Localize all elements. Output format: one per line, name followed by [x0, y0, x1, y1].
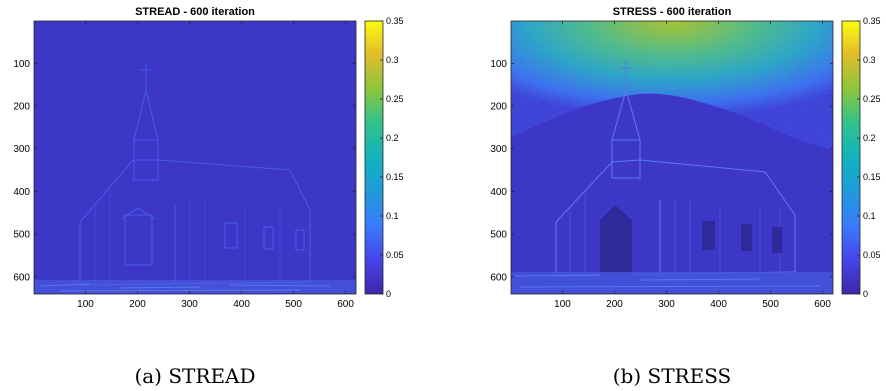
x-tick-label: 100: [554, 299, 571, 310]
y-tick-label: 300: [490, 144, 507, 155]
panel-b-image: [511, 21, 833, 294]
x-tick-label: 200: [606, 299, 623, 310]
y-tick-label: 100: [490, 59, 507, 70]
colorbar-tick-label: 0.35: [863, 16, 881, 26]
panel-b-title: STRESS - 600 iteration: [613, 6, 732, 18]
colorbar-tick-label: 0.15: [386, 172, 404, 182]
x-tick-label: 300: [658, 299, 675, 310]
panel-a-caption: (a) STREAD: [134, 364, 255, 388]
panel-b-colorbar-ticks: 0 0.05 0.1 0.15 0.2 0.25 0.3 0.35: [857, 16, 881, 299]
x-tick-label: 400: [233, 299, 250, 310]
panel-b-colorbar: 0 0.05 0.1 0.15 0.2 0.25 0.3 0.35: [841, 16, 881, 299]
y-tick-label: 400: [490, 187, 507, 198]
panel-a-image: [34, 21, 356, 294]
colorbar-tick-label: 0.2: [386, 133, 399, 143]
colorbar-tick-label: 0.3: [863, 55, 876, 65]
x-tick-label: 500: [285, 299, 302, 310]
y-tick-label: 400: [13, 187, 30, 198]
panel-b: STRESS - 600 iteration: [490, 6, 880, 388]
colorbar-tick-label: 0.25: [863, 94, 881, 104]
x-tick-label: 600: [337, 299, 354, 310]
panel-b-axes: 100 200 300 400 500 600 100 200 300 400 500 600: [490, 21, 833, 310]
x-tick-label: 600: [814, 299, 831, 310]
colorbar-tick-label: 0.05: [863, 250, 881, 260]
colorbar-tick-label: 0: [386, 289, 391, 299]
colorbar-tick-label: 0: [863, 289, 868, 299]
y-tick-label: 500: [490, 230, 507, 241]
y-tick-label: 200: [13, 102, 30, 113]
panel-a: STREAD - 600 iteration: [13, 6, 403, 388]
y-tick-label: 500: [13, 230, 30, 241]
x-tick-label: 500: [762, 299, 779, 310]
colorbar-tick-label: 0.15: [863, 172, 881, 182]
y-tick-label: 600: [13, 272, 30, 283]
colorbar-tick-label: 0.1: [863, 211, 876, 221]
panel-a-colorbar-ticks: 0 0.05 0.1 0.15 0.2 0.25 0.3 0.35: [380, 16, 404, 299]
panel-a-colorbar: 0 0.05 0.1 0.15 0.2 0.25 0.3 0.35: [364, 16, 404, 299]
x-tick-label: 300: [181, 299, 198, 310]
colorbar-tick-label: 0.1: [386, 211, 399, 221]
panel-a-axes: 100 200 300 400 500 600 100 200 300 400 500 600: [13, 21, 356, 310]
y-tick-label: 300: [13, 144, 30, 155]
colorbar-tick-label: 0.35: [386, 16, 404, 26]
colorbar-tick-label: 0.25: [386, 94, 404, 104]
y-tick-label: 600: [490, 272, 507, 283]
panel-b-caption: (b) STRESS: [613, 364, 732, 388]
x-tick-label: 100: [77, 299, 94, 310]
x-tick-label: 200: [129, 299, 146, 310]
colorbar-tick-label: 0.05: [386, 250, 404, 260]
panel-a-title: STREAD - 600 iteration: [135, 6, 255, 18]
colorbar-tick-label: 0.3: [386, 55, 399, 65]
x-tick-label: 400: [710, 299, 727, 310]
y-tick-label: 200: [490, 102, 507, 113]
colorbar-tick-label: 0.2: [863, 133, 876, 143]
y-tick-label: 100: [13, 59, 30, 70]
